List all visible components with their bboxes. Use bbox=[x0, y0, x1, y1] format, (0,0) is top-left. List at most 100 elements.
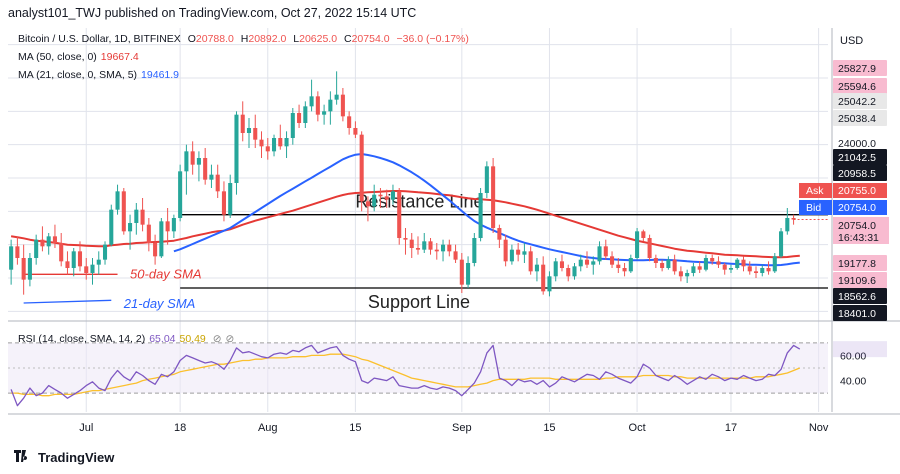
candle bbox=[40, 226, 44, 251]
ma50-value: 19667.4 bbox=[101, 51, 139, 63]
candle-body bbox=[679, 271, 683, 276]
time-axis: Jul 18 Aug 15 Sep 15 Oct 17 Nov bbox=[79, 422, 829, 434]
candle bbox=[90, 258, 94, 285]
candle bbox=[704, 255, 708, 272]
candle-body bbox=[97, 260, 101, 265]
candle bbox=[479, 188, 483, 241]
price-axis-label: 18401.0 bbox=[833, 305, 887, 321]
candle bbox=[278, 125, 282, 150]
candle bbox=[435, 243, 439, 260]
price-axis-label: 25038.4 bbox=[833, 110, 887, 126]
time-tick-label: 17 bbox=[725, 422, 737, 434]
candle-body bbox=[735, 260, 739, 268]
candle-body bbox=[585, 260, 589, 265]
tradingview-logo-icon[interactable] bbox=[14, 450, 32, 465]
candle bbox=[754, 266, 758, 278]
candle bbox=[159, 218, 163, 258]
candle bbox=[741, 256, 745, 271]
candle bbox=[203, 148, 207, 185]
candle-body bbox=[504, 240, 508, 262]
candle-body bbox=[710, 258, 714, 261]
price-axis-label: 18562.6 bbox=[833, 288, 887, 304]
candle-body bbox=[597, 246, 601, 261]
candle bbox=[116, 185, 120, 215]
candle bbox=[134, 203, 138, 235]
candle bbox=[504, 235, 508, 267]
candle-body bbox=[78, 251, 82, 266]
candle bbox=[247, 118, 251, 148]
candle-body bbox=[522, 251, 526, 254]
candle-body bbox=[285, 138, 289, 146]
candle-body bbox=[341, 95, 345, 117]
footer: TradingView bbox=[14, 450, 114, 465]
low-value: 20625.0 bbox=[299, 33, 337, 45]
price-axis-label: 19177.8 bbox=[833, 255, 887, 271]
candle bbox=[691, 263, 695, 276]
candle bbox=[716, 256, 720, 268]
candle-body bbox=[59, 243, 63, 261]
candle-body bbox=[272, 138, 276, 151]
candle bbox=[454, 245, 458, 263]
price-axis-label: 25042.2 bbox=[833, 93, 887, 109]
candle-body bbox=[779, 231, 783, 256]
candle-body bbox=[372, 195, 376, 207]
bid-tag: Bid 20754.0 bbox=[799, 200, 887, 215]
candle-body bbox=[673, 260, 677, 272]
candle-body bbox=[347, 116, 351, 128]
candle bbox=[347, 111, 351, 134]
candle bbox=[222, 181, 226, 221]
candle bbox=[328, 91, 332, 124]
candle-body bbox=[303, 106, 307, 123]
ask-label-text: Ask bbox=[806, 185, 824, 197]
candle-body bbox=[479, 193, 483, 238]
candle bbox=[234, 111, 238, 194]
candle-body bbox=[65, 261, 69, 268]
candle-body bbox=[259, 140, 263, 147]
time-tick-label: 18 bbox=[174, 422, 186, 434]
candle bbox=[485, 161, 489, 198]
candle-body bbox=[660, 263, 664, 268]
candle-body bbox=[666, 260, 670, 268]
candle-body bbox=[560, 261, 564, 268]
ma21-label: MA (21, close, 0, SMA, 5) bbox=[18, 69, 137, 81]
candle bbox=[666, 256, 670, 269]
candle-body bbox=[134, 210, 138, 223]
candle bbox=[84, 258, 88, 280]
candle-body bbox=[297, 113, 301, 123]
rsi-label: RSI (14, close, SMA, 14, 2) bbox=[18, 333, 145, 345]
candle-body bbox=[547, 276, 551, 291]
candle bbox=[310, 80, 314, 112]
candle-body bbox=[228, 183, 232, 215]
candle-body bbox=[529, 251, 533, 271]
candle bbox=[285, 131, 289, 158]
candle bbox=[303, 101, 307, 128]
candle-body bbox=[579, 260, 583, 267]
price-label-text: 24000.0 bbox=[838, 138, 876, 150]
candle bbox=[103, 241, 107, 264]
close-label: C bbox=[344, 33, 352, 45]
settings-icon[interactable]: ⊘ bbox=[226, 333, 235, 345]
price-label-text: 25827.9 bbox=[838, 63, 876, 75]
candle bbox=[547, 271, 551, 296]
candle-body bbox=[266, 146, 270, 151]
candle-body bbox=[222, 191, 226, 214]
eye-icon[interactable]: ⊘ bbox=[213, 333, 222, 345]
price-axis-label: 21042.5 bbox=[833, 149, 887, 165]
candle-body bbox=[591, 261, 595, 264]
candle-body bbox=[454, 251, 458, 259]
candle-body bbox=[278, 138, 282, 146]
candle bbox=[316, 91, 320, 121]
brand-name[interactable]: TradingView bbox=[38, 450, 114, 465]
candle bbox=[141, 198, 145, 231]
candle bbox=[760, 265, 764, 277]
candle-body bbox=[328, 100, 332, 112]
candle bbox=[723, 263, 727, 275]
candle-body bbox=[491, 166, 495, 228]
candle bbox=[585, 251, 589, 268]
price-axis: 25827.9 25594.6 25042.2 25038.4 24000.0 21042… bbox=[799, 35, 889, 388]
candle bbox=[460, 253, 464, 293]
candle-body bbox=[203, 158, 207, 180]
candle-body bbox=[648, 238, 652, 258]
time-tick-label: Aug bbox=[258, 422, 278, 434]
candle bbox=[416, 236, 420, 254]
